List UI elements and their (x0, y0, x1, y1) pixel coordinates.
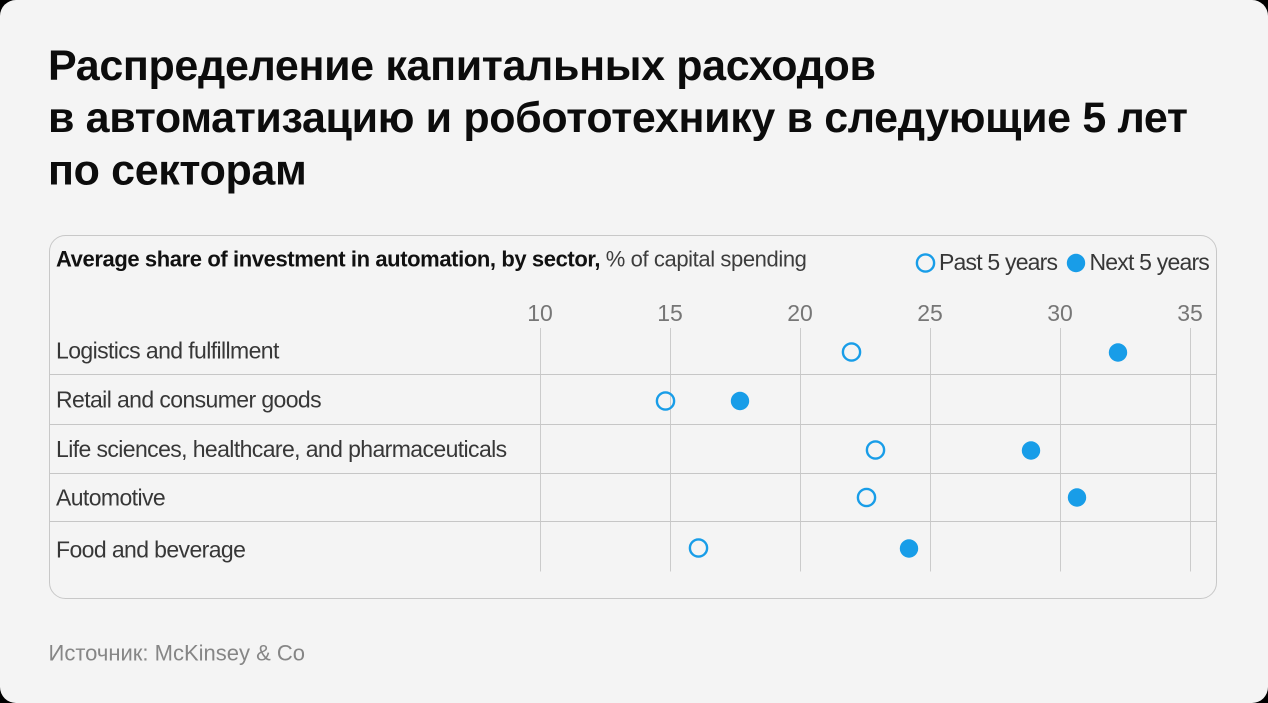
svg-text:15: 15 (657, 300, 683, 326)
svg-text:по секторам: по секторам (48, 146, 306, 194)
svg-text:35: 35 (1177, 300, 1203, 326)
svg-text:Food and beverage: Food and beverage (56, 536, 245, 562)
svg-text:Источник: McKinsey & Co: Источник: McKinsey & Co (49, 641, 306, 666)
svg-text:Retail and consumer goods: Retail and consumer goods (56, 387, 321, 413)
svg-text:20: 20 (787, 300, 813, 326)
svg-text:Life sciences, healthcare, and: Life sciences, healthcare, and pharmaceu… (56, 436, 507, 462)
svg-text:10: 10 (527, 300, 553, 326)
svg-text:30: 30 (1047, 300, 1073, 326)
svg-text:Automotive: Automotive (56, 484, 165, 510)
svg-text:в автоматизацию и робототехник: в автоматизацию и робототехнику в следую… (48, 94, 1188, 142)
svg-text:Past 5 years: Past 5 years (939, 249, 1058, 275)
svg-text:Next 5 years: Next 5 years (1090, 249, 1210, 275)
svg-text:25: 25 (917, 300, 943, 326)
svg-text:Распределение капитальных расх: Распределение капитальных расходов (48, 42, 876, 90)
svg-text:Logistics and fulfillment: Logistics and fulfillment (56, 337, 280, 363)
svg-text:Average share of investment in: Average share of investment in automatio… (56, 247, 807, 272)
